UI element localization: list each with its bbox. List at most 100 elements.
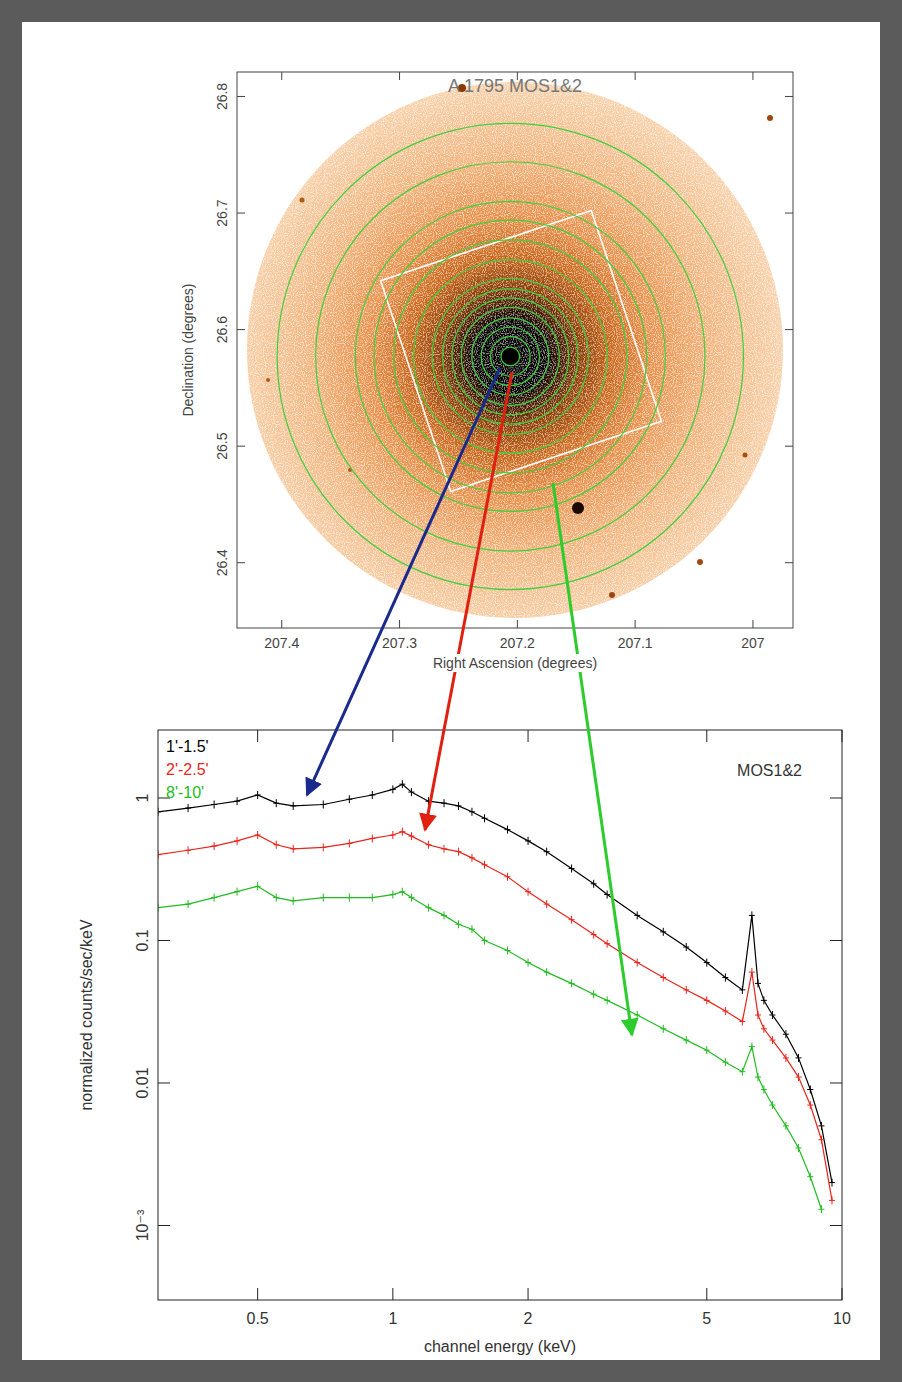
x-tick [635,620,636,628]
data-point [683,943,689,951]
x-tick [635,72,636,80]
data-point [755,1073,761,1081]
data-point [591,880,597,888]
data-point [211,894,217,902]
data-point [761,996,767,1004]
y-tick-label: 26.7 [214,199,230,226]
annulus [452,298,569,415]
annulus [277,123,743,589]
cluster-core [500,346,520,366]
data-point [505,826,511,834]
x-tick-label: 0.5 [247,1310,269,1327]
data-point [455,802,461,810]
data-point [683,1036,689,1044]
x-tick [528,730,529,742]
annulus [501,347,520,366]
y-tick [237,329,245,330]
data-point [704,996,710,1004]
data-point [346,839,352,847]
annulus [461,307,559,405]
point-source [266,378,270,382]
y-axis-title: normalized counts/sec/keV [78,919,95,1111]
x-tick [752,620,753,628]
data-point [455,848,461,856]
data-point [604,940,610,948]
data-point [604,891,610,899]
x-tick-label: 207.2 [500,635,535,651]
legend-entry: 1'-1.5' [166,738,209,755]
x-tick [399,620,400,628]
y-tick [785,329,793,330]
annulus [355,201,665,511]
y-tick [785,446,793,447]
annulus [316,162,705,551]
pointer-arrow [425,372,512,830]
x-axis-title: channel energy (keV) [424,1338,576,1355]
legend-entry: 8'-10' [166,784,204,801]
data-point [320,843,326,851]
data-point [634,1011,640,1019]
point-source [697,559,703,565]
data-point [660,928,666,936]
x-tick-label: 207.1 [618,635,653,651]
data-point [505,947,511,955]
annulus [394,240,627,473]
data-point [255,791,261,799]
data-point [185,804,191,812]
data-point [441,845,447,853]
x-tick-label: 10 [833,1310,851,1327]
data-point [722,1007,728,1015]
data-point [482,814,488,822]
annulus [432,278,588,434]
data-point [755,1011,761,1019]
data-point [544,848,550,856]
x-tick-label: 207 [741,635,765,651]
data-point [722,973,728,981]
data-point [818,1205,824,1213]
x-tick [281,620,282,628]
y-tick [830,1225,842,1226]
point-source [572,502,584,514]
data-point [755,979,761,987]
x-tick-label: 207.4 [264,635,299,651]
data-point [749,911,755,919]
data-point [369,791,375,799]
data-point [660,973,666,981]
data-point [211,842,217,850]
data-point [807,1101,813,1109]
data-point [634,911,640,919]
data-point [369,834,375,842]
data-point [255,882,261,890]
y-tick-label: 0.1 [134,929,151,951]
data-point [211,801,217,809]
data-point [469,808,475,816]
data-point [505,873,511,881]
data-point [399,828,405,836]
label-patch [430,654,600,672]
data-point [769,1011,775,1019]
x-tick [528,1288,529,1300]
data-point [525,959,531,967]
y-tick-label: 26.4 [214,549,230,576]
y-tick [237,446,245,447]
x-tick [842,730,843,742]
data-point [634,959,640,967]
x-tick [257,1288,258,1300]
y-tick-label: 26.6 [214,316,230,343]
slide-panel [22,22,880,1360]
point-source [300,198,305,203]
annulus [490,337,530,377]
data-point [469,854,475,862]
data-point [818,1122,824,1130]
y-tick [785,96,793,97]
data-point [273,799,279,807]
x-tick [706,730,707,742]
plot-frame [237,72,793,628]
point-source [609,592,615,598]
data-point [783,1054,789,1062]
y-tick [158,1082,170,1083]
y-tick-label: 26.8 [214,83,230,110]
data-point [829,1196,835,1204]
y-tick [830,1082,842,1083]
y-tick [785,562,793,563]
